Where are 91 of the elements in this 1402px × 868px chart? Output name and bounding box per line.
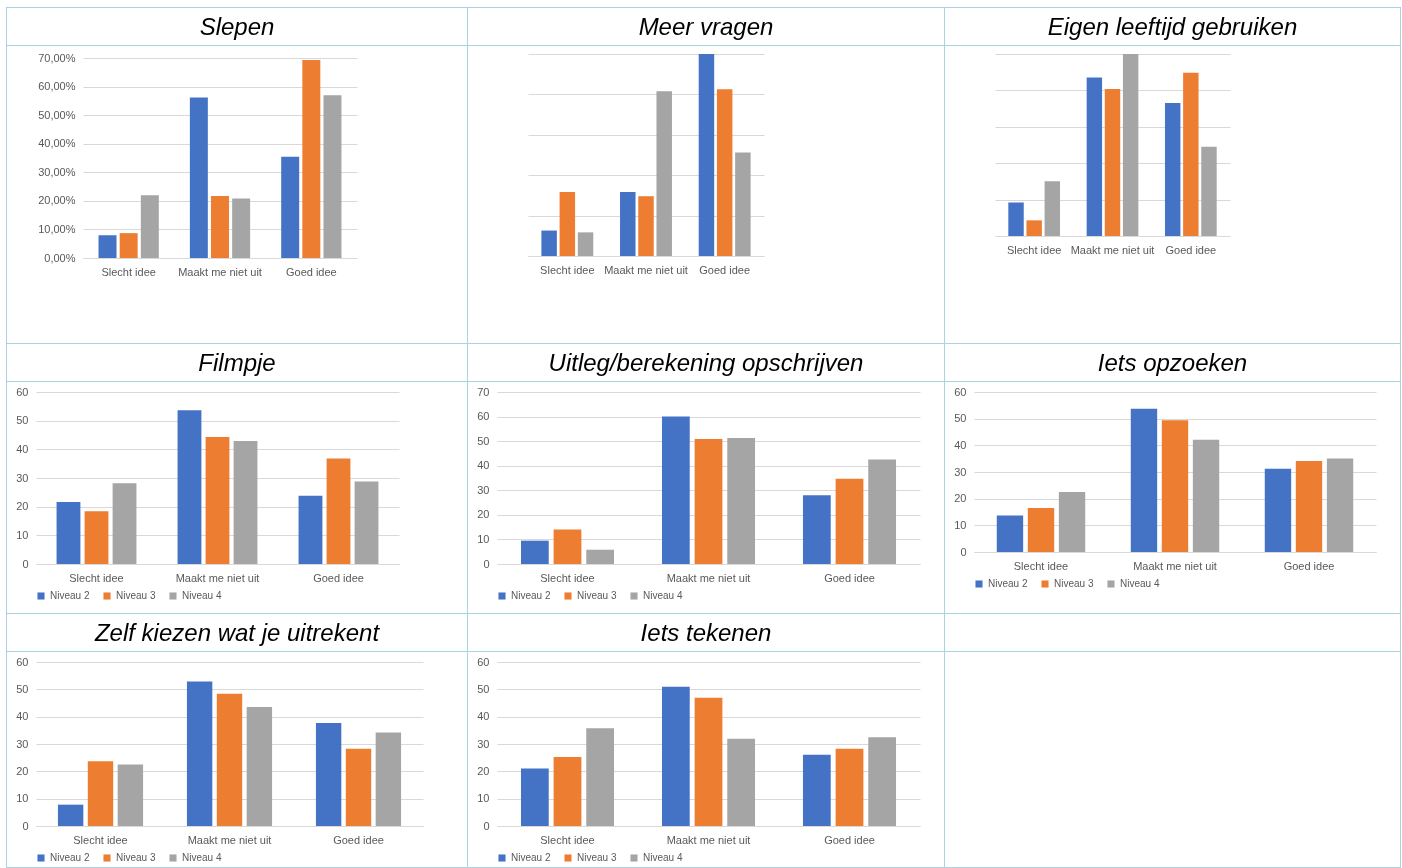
x-tick-label: Maakt me niet uit — [1070, 243, 1155, 256]
x-tick-label: Goed idee — [333, 833, 384, 846]
x-tick-label: Slecht idee — [69, 571, 124, 584]
legend-label: Niveau 3 — [1054, 578, 1094, 589]
x-tick-label: Slecht idee — [1013, 559, 1069, 572]
y-tick-label: 60 — [16, 655, 29, 668]
legend-label: Niveau 2 — [511, 590, 551, 601]
chart-title: Filmpje — [7, 344, 467, 382]
x-tick-label: Slecht idee — [101, 265, 156, 278]
y-tick-label: 20 — [477, 764, 490, 777]
x-tick-label: Goed idee — [824, 833, 875, 846]
y-tick-label: 60,00% — [38, 80, 76, 93]
y-tick-label: 30 — [16, 471, 29, 484]
y-tick-label: 0 — [483, 557, 490, 570]
y-tick-label: 30 — [16, 737, 29, 750]
y-tick-label: 10 — [16, 792, 29, 805]
y-tick-label: 20 — [16, 764, 29, 777]
y-tick-label: 30 — [477, 483, 490, 496]
chart-title: Eigen leeftijd gebruiken — [945, 8, 1400, 46]
legend-label: Niveau 4 — [182, 852, 222, 863]
legend-label: Niveau 3 — [116, 852, 156, 863]
y-tick-label: 50 — [954, 412, 967, 425]
y-tick-label: 40 — [954, 438, 967, 451]
y-tick-label: 0,00% — [44, 251, 76, 264]
y-tick-label: 10 — [477, 532, 490, 545]
x-tick-label: Goed idee — [313, 571, 364, 584]
x-tick-label: Goed idee — [699, 263, 751, 276]
y-tick-label: 60 — [477, 410, 490, 423]
y-tick-label: 50,00% — [38, 108, 76, 121]
y-tick-label: 50 — [477, 434, 490, 447]
y-tick-label: 30,00% — [38, 165, 76, 178]
x-tick-label: Goed idee — [285, 265, 337, 278]
x-tick-label: Slecht idee — [540, 263, 595, 276]
chart-title: Meer vragen — [468, 8, 944, 46]
y-tick-label: 60 — [954, 385, 967, 398]
y-tick-label: 20 — [16, 500, 29, 513]
x-tick-label: Maakt me niet uit — [604, 263, 688, 276]
y-tick-label: 10 — [954, 518, 967, 531]
y-tick-label: 40 — [477, 459, 490, 472]
x-tick-label: Slecht idee — [540, 833, 595, 846]
y-tick-label: 40 — [16, 442, 29, 455]
chart-title: Iets opzoeken — [945, 344, 1400, 382]
y-tick-label: 50 — [16, 682, 29, 695]
x-tick-label: Goed idee — [824, 571, 875, 584]
legend-label: Niveau 4 — [643, 852, 683, 863]
legend-label: Niveau 3 — [577, 852, 617, 863]
legend-label: Niveau 2 — [988, 578, 1028, 589]
legend-label: Niveau 2 — [50, 590, 90, 601]
chart-title: Zelf kiezen wat je uitrekent — [7, 614, 467, 652]
x-tick-label: Slecht idee — [73, 833, 128, 846]
y-tick-label: 10 — [16, 528, 29, 541]
y-tick-label: 60 — [477, 655, 490, 668]
y-tick-label: 10,00% — [38, 222, 76, 235]
chart-title: Iets tekenen — [468, 614, 944, 652]
y-tick-label: 70,00% — [38, 51, 76, 64]
legend-label: Niveau 3 — [577, 590, 617, 601]
x-tick-label: Maakt me niet uit — [1133, 559, 1217, 572]
y-tick-label: 40 — [16, 710, 29, 723]
x-tick-label: Maakt me niet uit — [666, 833, 751, 846]
y-tick-label: 0 — [22, 819, 29, 832]
legend-label: Niveau 2 — [50, 852, 90, 863]
y-tick-label: 50 — [477, 682, 490, 695]
legend-label: Niveau 3 — [116, 590, 156, 601]
chart-title: Uitleg/berekening opschrijven — [468, 344, 944, 382]
y-tick-label: 0 — [960, 545, 967, 558]
y-tick-label: 50 — [16, 414, 29, 427]
y-tick-label: 10 — [477, 792, 490, 805]
y-tick-label: 20 — [954, 492, 967, 505]
x-tick-label: Slecht idee — [1006, 243, 1062, 256]
x-tick-label: Slecht idee — [540, 571, 595, 584]
y-tick-label: 20 — [477, 508, 490, 521]
y-tick-label: 60 — [16, 385, 29, 398]
y-tick-label: 30 — [477, 737, 490, 750]
y-tick-label: 0 — [22, 557, 29, 570]
y-tick-label: 70 — [477, 385, 490, 398]
legend-label: Niveau 2 — [511, 852, 551, 863]
x-tick-label: Maakt me niet uit — [187, 833, 272, 846]
legend-label: Niveau 4 — [1120, 578, 1160, 589]
x-tick-label: Maakt me niet uit — [175, 571, 260, 584]
y-tick-label: 30 — [954, 465, 967, 478]
y-tick-label: 20,00% — [38, 194, 76, 207]
y-tick-label: 0 — [483, 819, 490, 832]
x-tick-label: Goed idee — [1165, 243, 1217, 256]
y-tick-label: 40,00% — [38, 137, 76, 150]
chart-title: Slepen — [7, 8, 467, 46]
legend-label: Niveau 4 — [182, 590, 222, 601]
legend-label: Niveau 4 — [643, 590, 683, 601]
x-tick-label: Maakt me niet uit — [666, 571, 751, 584]
x-tick-label: Goed idee — [1283, 559, 1335, 572]
x-tick-label: Maakt me niet uit — [178, 265, 262, 278]
y-tick-label: 40 — [477, 710, 490, 723]
